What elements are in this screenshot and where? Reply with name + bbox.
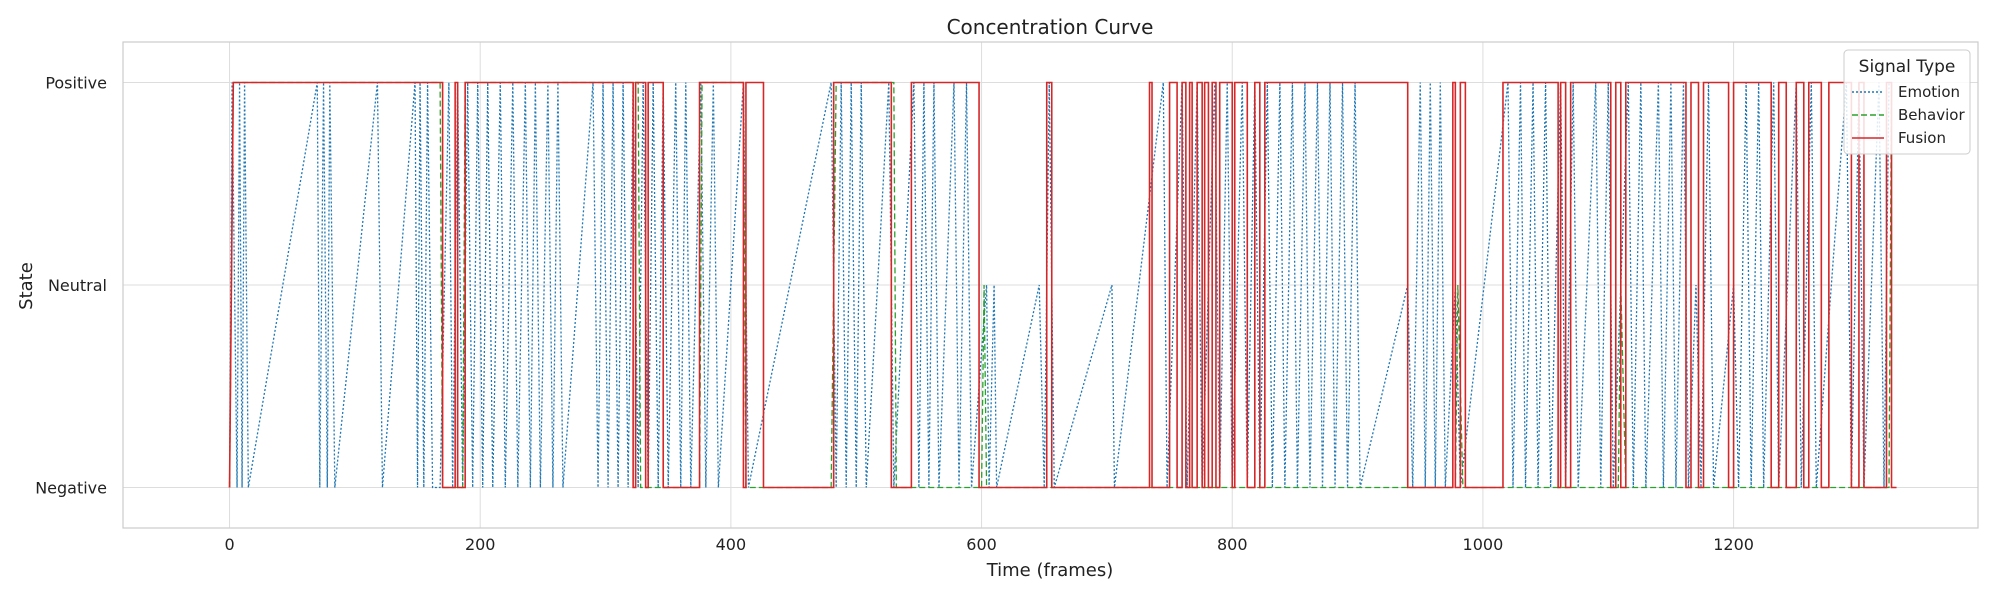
legend-label-fusion: Fusion [1898, 129, 1946, 147]
x-tick-label: 400 [716, 535, 747, 554]
x-tick-label: 1200 [1713, 535, 1754, 554]
chart-title: Concentration Curve [947, 15, 1154, 39]
x-tick-label: 200 [465, 535, 496, 554]
plot-frame [122, 41, 1979, 529]
y-tick-label: Negative [35, 479, 107, 498]
x-tick-labels: 0 200 400 600 800 1000 1200 [224, 535, 1754, 554]
y-axis-label: State [16, 262, 37, 310]
y-tick-labels: Negative Neutral Positive [35, 74, 107, 498]
legend-box [1843, 49, 1971, 155]
x-tick-label: 800 [1217, 535, 1248, 554]
legend-label-behavior: Behavior [1898, 106, 1965, 124]
series-line-emotion [228, 82, 1890, 489]
legend-label-emotion: Emotion [1898, 83, 1960, 101]
series-line-behavior [228, 81, 1893, 489]
x-tick-label: 600 [966, 535, 997, 554]
series-line-fusion [228, 81, 1897, 489]
series-lines [228, 81, 1897, 489]
x-axis-label: Time (frames) [986, 560, 1114, 581]
legend-title: Signal Type [1859, 57, 1956, 77]
y-tick-label: Neutral [48, 276, 107, 295]
y-tick-label: Positive [45, 74, 107, 93]
x-tick-label: 0 [224, 535, 234, 554]
legend: Signal Type Emotion Behavior Fusion [1843, 49, 1971, 155]
x-tick-label: 1000 [1463, 535, 1504, 554]
